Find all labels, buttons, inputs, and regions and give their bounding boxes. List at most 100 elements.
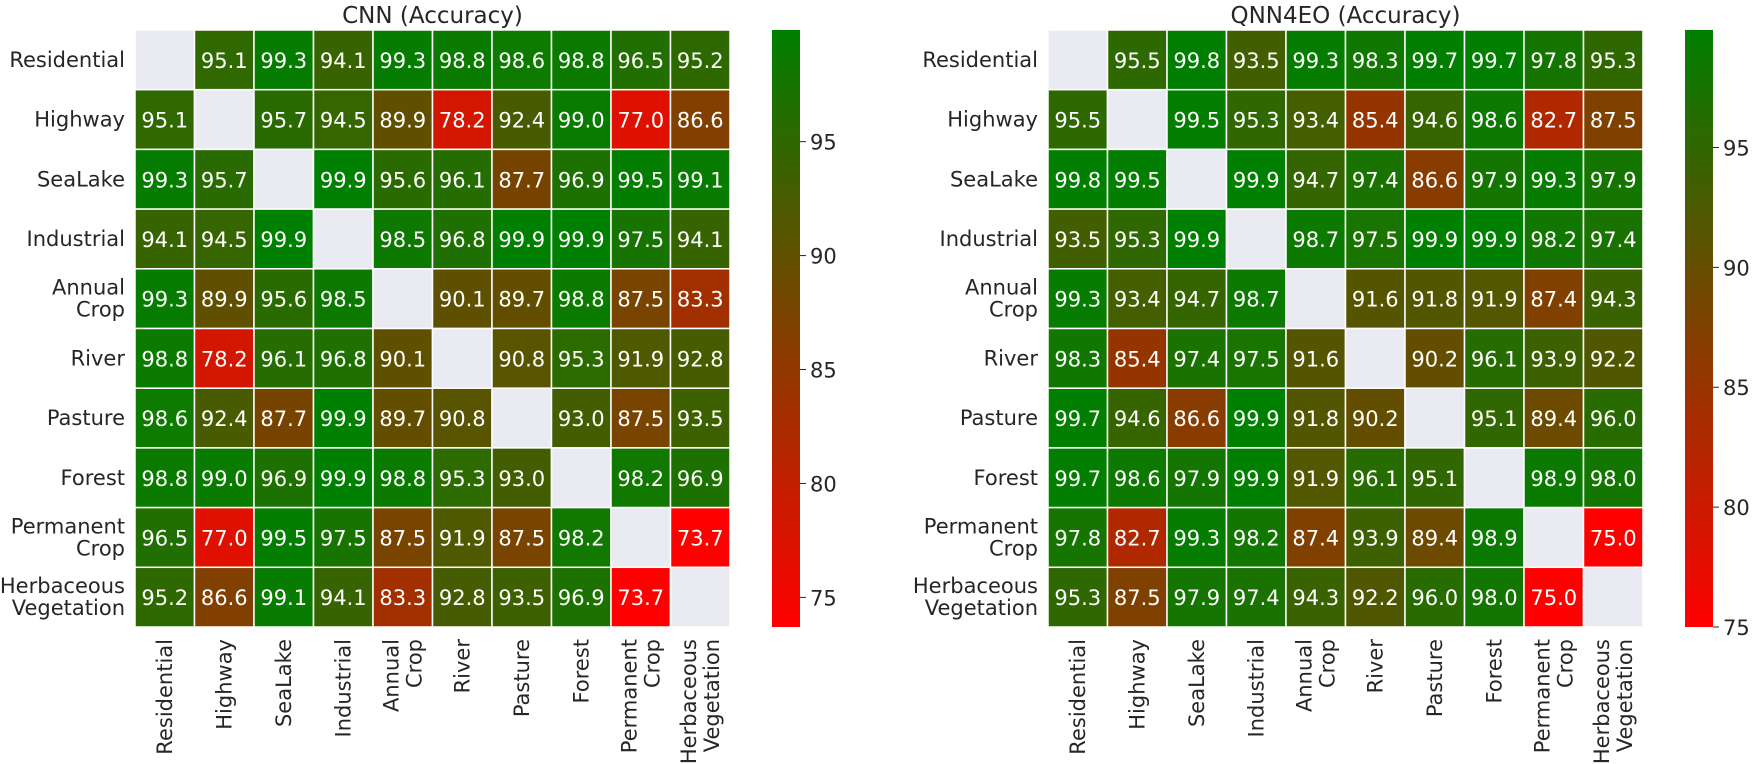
cell-value-label: 99.9 <box>1233 467 1280 491</box>
cell-value-label: 94.1 <box>677 228 724 252</box>
y-tick-label: River <box>984 346 1039 370</box>
cell-value-label: 98.2 <box>617 467 664 491</box>
heatmap-cell <box>1463 447 1525 509</box>
cell-value-label: 91.6 <box>1292 347 1339 371</box>
cell-value-label: 98.6 <box>498 49 545 73</box>
heatmap-cell <box>1166 88 1228 151</box>
cell-value-label: 98.2 <box>558 526 605 550</box>
y-tick-label: Herbaceous <box>913 574 1038 598</box>
cell-value-label: 99.3 <box>141 288 188 312</box>
heatmap-cell <box>312 506 374 569</box>
heatmap-cell <box>1285 88 1347 151</box>
cell-value-label: 99.8 <box>1054 168 1101 192</box>
cell-value-label: 97.5 <box>1233 347 1280 371</box>
heatmap-cell <box>491 566 553 628</box>
cell-value-label: 90.2 <box>1352 407 1399 431</box>
cell-value-label: 86.6 <box>201 586 248 610</box>
heatmap-cell <box>1404 29 1466 91</box>
heatmap-cell <box>134 327 196 389</box>
cell-value-label: 91.9 <box>617 347 664 371</box>
cell-value-label: 95.2 <box>141 586 188 610</box>
x-tick-label: Crop <box>1315 639 1339 688</box>
heatmap-cell <box>1344 29 1406 91</box>
cell-value-label: 75.0 <box>1590 526 1637 550</box>
cell-value-label: 97.8 <box>1530 49 1577 73</box>
cell-value-label: 94.1 <box>141 228 188 252</box>
cell-value-label: 99.9 <box>1233 168 1280 192</box>
heatmap-cell <box>134 387 196 449</box>
heatmap-cell <box>312 327 374 389</box>
cell-value-label: 96.1 <box>439 168 486 192</box>
heatmap-cell <box>312 268 374 330</box>
heatmap-qnn4eo: QNN4EO (Accuracy) 95.5 99.8 93.5 99.3 98.3 99.… <box>913 3 1750 764</box>
heatmap-cell <box>372 387 434 449</box>
heatmap-cell <box>1106 387 1168 449</box>
cell-value-label: 93.5 <box>1233 49 1280 73</box>
cell-value-label: 99.9 <box>1233 407 1280 431</box>
heatmap-cell <box>1106 327 1168 389</box>
cell-value-label: 89.4 <box>1411 526 1458 550</box>
x-tick-label: Vegetation <box>700 639 724 752</box>
cell-value-label: 96.8 <box>320 347 367 371</box>
cell-value-label: 93.4 <box>1114 288 1161 312</box>
x-tick-label: Herbaceous <box>677 639 701 764</box>
cell-value-label: 99.1 <box>260 586 307 610</box>
cell-value-label: 94.7 <box>1292 168 1339 192</box>
x-tick-label: Annual <box>379 639 403 712</box>
cell-value-label: 95.1 <box>201 49 248 73</box>
cell-value-label: 98.3 <box>1054 347 1101 371</box>
heatmap-cell <box>491 447 553 509</box>
cell-value-label: 86.6 <box>1411 168 1458 192</box>
y-tick-label: Pasture <box>47 406 125 430</box>
heatmap-cell <box>372 327 434 389</box>
cell-value-label: 91.8 <box>1411 288 1458 312</box>
cell-value-label: 99.3 <box>260 49 307 73</box>
cell-value-label: 97.4 <box>1233 586 1280 610</box>
heatmap-cell <box>1523 506 1585 569</box>
y-tick-label: Herbaceous <box>0 574 125 598</box>
chart-title: CNN (Accuracy) <box>342 3 523 29</box>
cell-value-label: 94.1 <box>320 49 367 73</box>
y-tick-label: Crop <box>989 536 1038 560</box>
cell-value-label: 99.9 <box>1411 228 1458 252</box>
y-tick-label: Vegetation <box>12 596 125 620</box>
cell-value-label: 98.9 <box>1471 526 1518 550</box>
heatmap-cell <box>1225 566 1287 628</box>
cell-value-label: 91.8 <box>1292 407 1339 431</box>
cell-value-label: 99.9 <box>260 228 307 252</box>
heatmap-cell <box>1285 506 1347 569</box>
heatmap-cell <box>1166 506 1228 569</box>
cell-value-label: 99.9 <box>1173 228 1220 252</box>
heatmap-cell <box>1582 88 1644 151</box>
heatmap-cell <box>134 268 196 330</box>
cell-value-label: 96.9 <box>558 586 605 610</box>
heatmap-cell <box>1166 566 1228 628</box>
heatmap-cell <box>1225 88 1287 151</box>
heatmap-cell <box>1404 566 1466 628</box>
y-tick-label: Forest <box>61 466 125 490</box>
heatmap-cell <box>312 566 374 628</box>
heatmap-cell <box>134 88 196 151</box>
heatmap-cell <box>1106 148 1168 210</box>
x-tick-label: Pasture <box>510 639 534 717</box>
cell-value-label: 78.2 <box>439 109 486 133</box>
cell-value-label: 99.3 <box>1054 288 1101 312</box>
y-tick-label: River <box>71 346 126 370</box>
heatmap-cell <box>1463 387 1525 449</box>
cell-value-label: 85.4 <box>1114 347 1161 371</box>
cell-value-label: 82.7 <box>1114 526 1161 550</box>
y-tick-label: Permanent <box>11 514 125 538</box>
heatmap-cell <box>610 327 672 389</box>
cell-value-label: 91.9 <box>1292 467 1339 491</box>
heatmap-cell <box>491 387 553 449</box>
heatmap-cell <box>193 566 255 628</box>
cell-value-label: 98.5 <box>379 228 426 252</box>
cell-value-label: 99.1 <box>677 168 724 192</box>
x-tick-label: Residential <box>153 639 177 755</box>
y-tick-label: Annual <box>965 276 1038 300</box>
x-tick-label: River <box>450 639 474 694</box>
heatmap-cell <box>1582 506 1644 569</box>
heatmap-cell <box>253 566 315 628</box>
x-tick-label: River <box>1363 639 1387 694</box>
cell-value-label: 96.0 <box>1411 586 1458 610</box>
